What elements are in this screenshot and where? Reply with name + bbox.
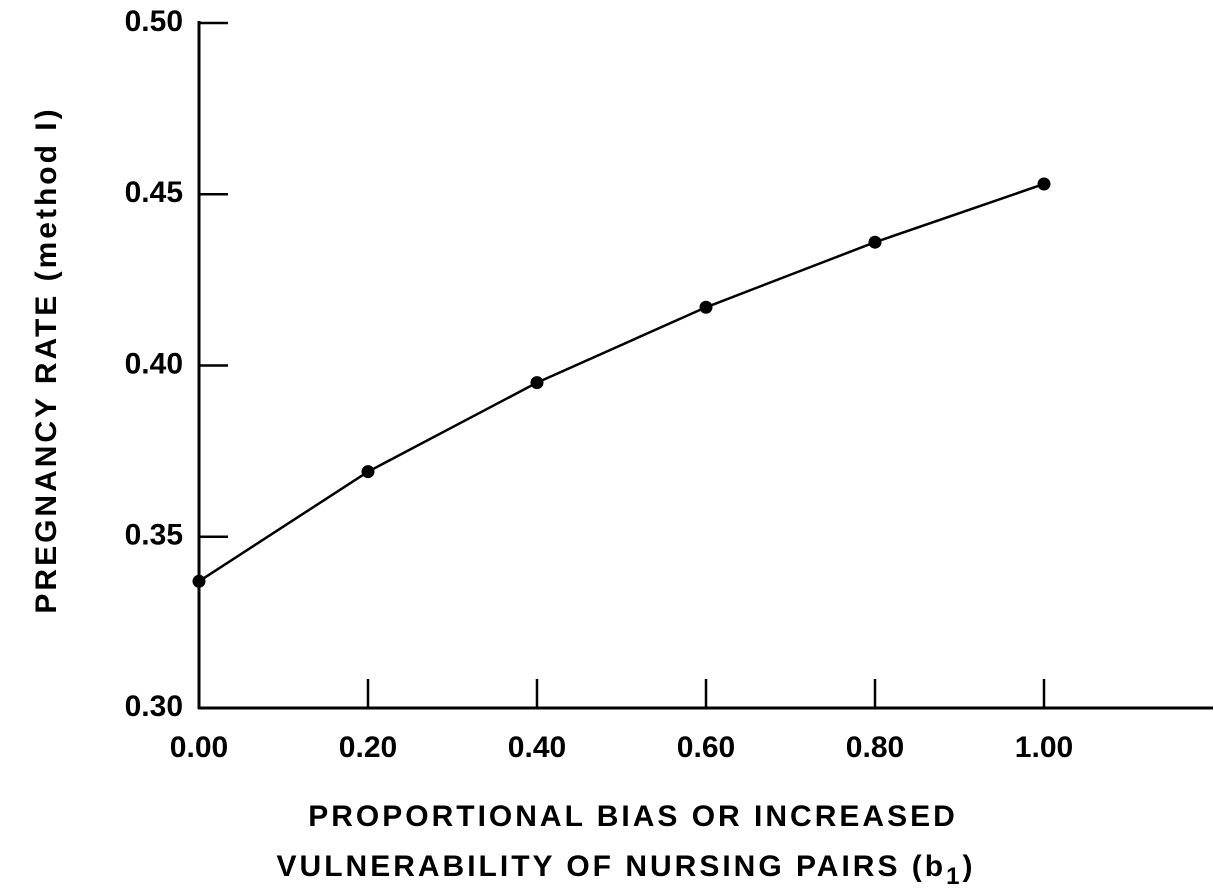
x-axis-title-main: VULNERABILITY OF NURSING PAIRS (b	[277, 850, 947, 883]
data-point	[361, 465, 375, 479]
x-axis-title-suffix: )	[962, 850, 975, 883]
data-point	[699, 300, 713, 314]
axes	[197, 21, 1213, 710]
x-tick-label: 0.20	[339, 731, 397, 764]
y-tick-label: 0.50	[125, 5, 183, 38]
tick-marks	[199, 21, 1046, 710]
x-tick-label: 0.80	[846, 731, 904, 764]
x-axis-title-line-2: VULNERABILITY OF NURSING PAIRS (b1)	[277, 850, 976, 890]
tick-labels: 0.30 0.35 0.40 0.45 0.50 0.00 0.20 0.40 0.60 0.80…	[125, 5, 1074, 764]
y-axis-title: PREGNANCY RATE (method I)	[30, 106, 63, 613]
x-tick-label: 0.60	[677, 731, 735, 764]
x-axis-title-subscript: 1	[946, 863, 962, 890]
data-point	[868, 235, 882, 249]
y-tick-label: 0.35	[125, 519, 183, 552]
x-axis-title-line-1: PROPORTIONAL BIAS OR INCREASED	[308, 800, 958, 833]
x-tick-label: 1.00	[1015, 731, 1073, 764]
data-point	[1037, 177, 1051, 191]
x-tick-label: 0.40	[508, 731, 566, 764]
y-tick-label: 0.45	[125, 176, 183, 209]
series-line	[198, 182, 1045, 583]
data-point	[530, 376, 544, 390]
x-tick-label: 0.00	[170, 731, 228, 764]
y-tick-label: 0.40	[125, 347, 183, 380]
y-tick-label: 0.30	[125, 690, 183, 723]
data-series	[192, 177, 1051, 588]
data-point	[192, 574, 206, 588]
